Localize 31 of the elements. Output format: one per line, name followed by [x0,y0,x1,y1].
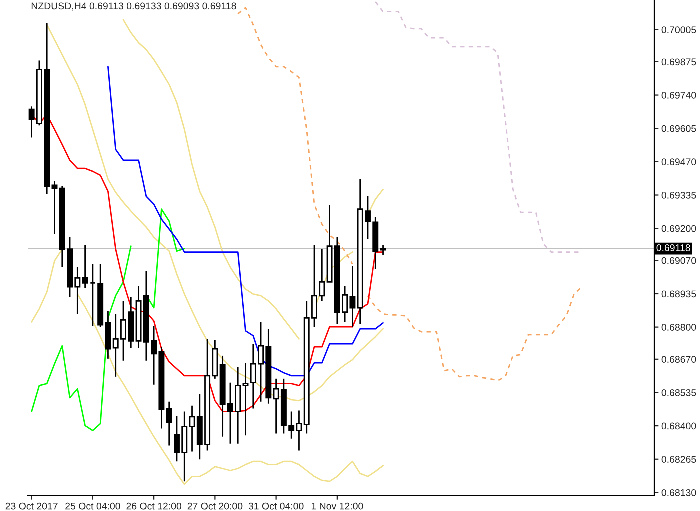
x-tick-label: 1 Nov 12:00 [312,502,364,510]
y-tick-label: 0.69335 [662,192,696,199]
candlestick [90,264,96,327]
candlestick [52,180,58,235]
y-tick-label: 0.68800 [662,324,696,331]
chart-title: NZDUSD,H4 0.69113 0.69133 0.69093 0.69118 [32,2,236,11]
x-tick-label: 23 Oct 2017 [6,502,58,510]
y-tick-label: 0.69200 [662,225,696,232]
y-tick-label: 0.69070 [662,257,696,264]
y-tick-label: 0.68130 [662,489,696,496]
x-tick-label: 26 Oct 12:00 [126,502,182,510]
x-tick-label: 27 Oct 20:00 [188,502,243,510]
line-series [108,66,384,377]
candlestick [380,244,386,256]
ref-line-label: 0.69118 [656,244,690,252]
line-series [46,24,384,402]
y-tick-label: 0.69740 [662,92,696,99]
candlestick [166,401,172,446]
x-tick-label: 25 Oct 04:00 [66,502,120,510]
y-tick-label: 0.68535 [662,389,696,396]
candlestick [242,362,249,436]
y-tick-label: 0.70005 [662,26,696,34]
x-tick-label: 31 Oct 04:00 [248,502,304,510]
y-tick-label: 0.68670 [662,356,696,364]
y-tick-label: 0.68935 [662,290,696,298]
y-tick-label: 0.69875 [662,58,696,66]
y-tick-label: 0.69470 [662,158,696,166]
y-tick-label: 0.68400 [662,422,696,430]
y-tick-label: 0.69605 [662,125,696,132]
candlestick [82,244,88,290]
y-tick-label: 0.68265 [662,456,696,463]
